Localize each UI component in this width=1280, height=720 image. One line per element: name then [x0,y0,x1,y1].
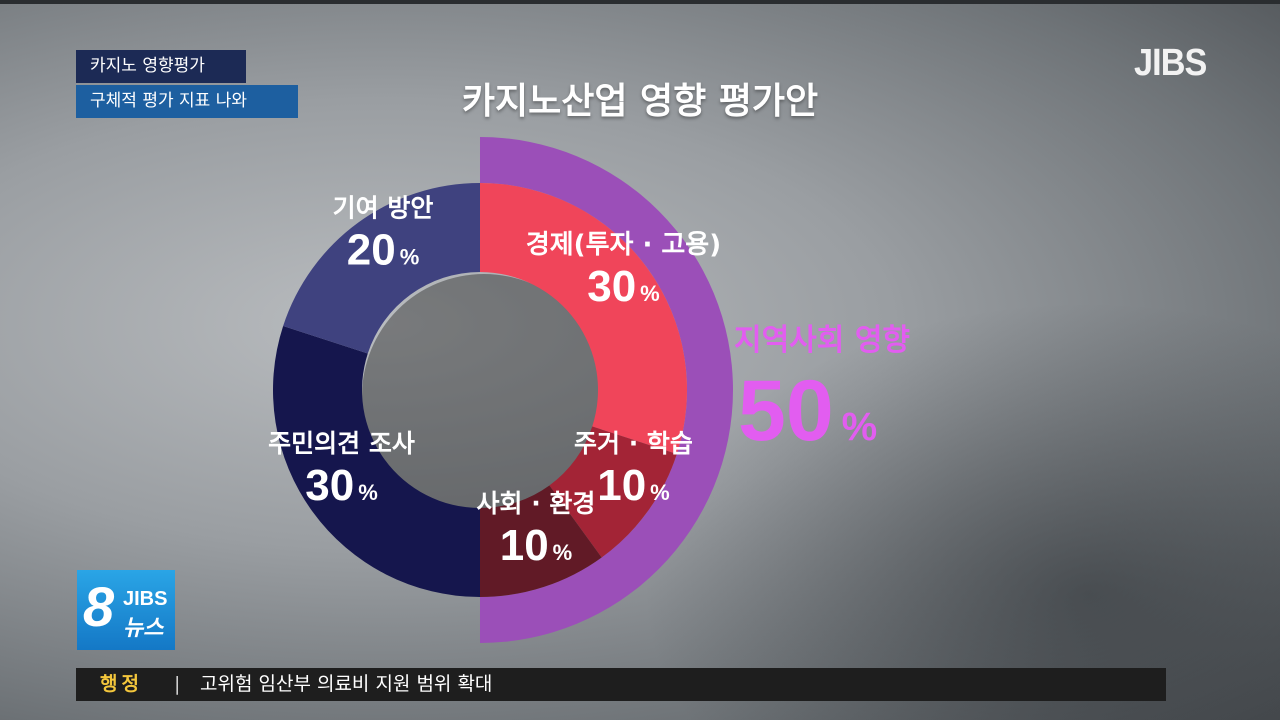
ticker-separator: | [174,673,181,695]
slice-label-주민의견-조사: 주민의견 조사 [268,429,415,458]
ticker-category: 행정 [100,673,143,695]
donut-hole-shadow [362,274,606,518]
group-label: 지역사회 영향 [734,323,910,358]
news-logo-sub: 뉴스 [123,616,164,641]
slice-unit: % [400,245,420,270]
slice-주거-학습 [549,426,677,558]
top-bar [0,0,1280,4]
slice-unit: % [553,540,573,565]
slice-unit: % [640,281,660,306]
slice-unit: % [358,480,378,505]
chart-title-wrap: 카지노산업 영향 평가안 [0,72,1280,124]
news-logo-brand: JIBS [123,588,168,610]
news-ticker: 행정 | 고위험 임산부 의료비 지원 범위 확대 [76,668,1166,701]
news-logo-number: 8 [83,575,115,638]
slice-label-주거-학습: 주거 · 학습 [574,429,693,458]
group-band-지역사회-영향 [480,137,733,643]
background-shade [640,300,1280,720]
chart-title: 카지노산업 영향 평가안 [461,81,819,122]
subtopic-tag: 구체적 평가 지표 나와 [76,85,298,118]
slice-주민의견-조사 [272,326,480,597]
slice-label-경제-투자-고용: 경제(투자 · 고용) [526,230,721,260]
slice-label-기여-방안: 기여 방안 [333,194,434,223]
slice-기여-방안 [283,183,480,354]
slice-unit: % [650,480,670,505]
group-value: 50% [738,363,877,459]
slice-경제-투자-고용 [480,183,688,454]
topic-tag: 카지노 영향평가 [76,50,246,83]
news-program-logo: 8 JIBS 뉴스 [77,570,175,650]
slice-사회-환경 [480,485,602,597]
slice-label-사회-환경: 사회 · 환경 [477,489,596,518]
group-unit: % [842,405,878,449]
broadcaster-logo: JIBS [1134,42,1207,84]
ticker-headline: 고위험 임산부 의료비 지원 범위 확대 [200,673,493,695]
